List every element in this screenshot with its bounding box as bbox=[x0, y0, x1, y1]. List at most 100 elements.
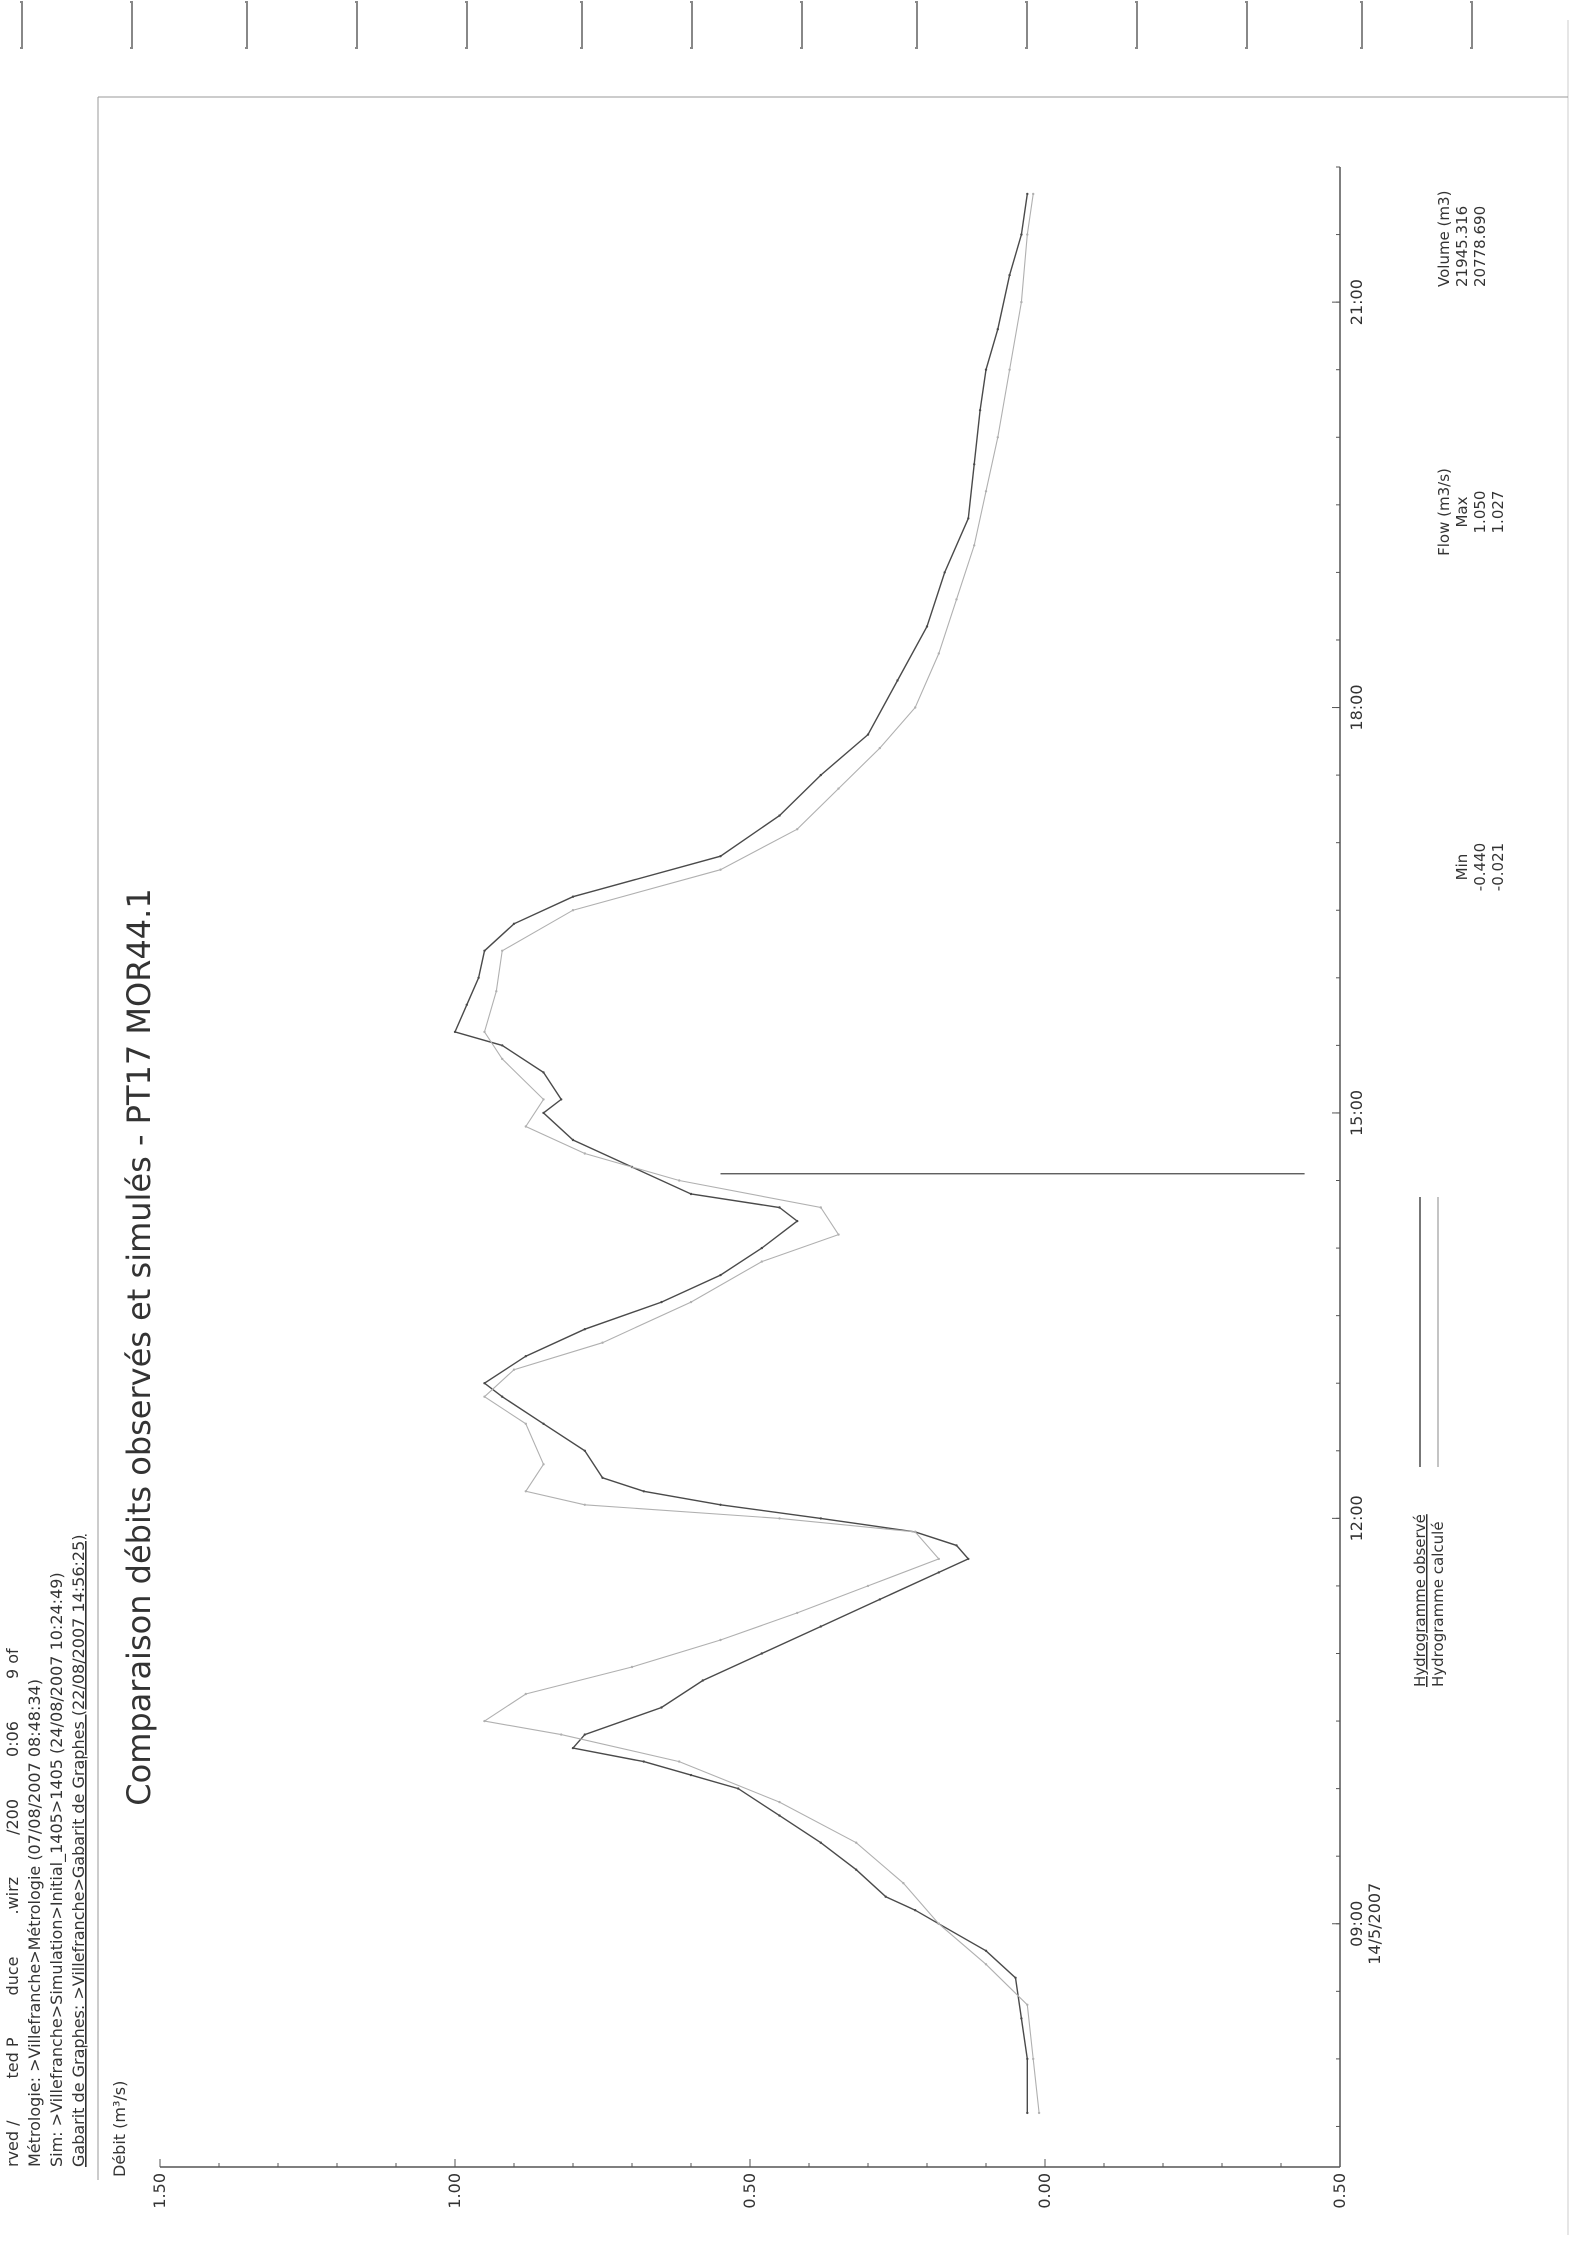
series-simulated-point bbox=[501, 949, 504, 952]
series-observed-point bbox=[601, 1476, 604, 1479]
series-observed-point bbox=[896, 679, 899, 682]
series-simulated-point bbox=[914, 706, 917, 709]
series-observed-point bbox=[778, 1814, 781, 1817]
series-simulated-line bbox=[483, 193, 1040, 2113]
y-tick-label: 0.00 bbox=[1035, 2173, 1054, 2209]
series-simulated-point bbox=[583, 1503, 586, 1506]
binder-mark bbox=[1245, 1, 1248, 49]
series-simulated-point bbox=[819, 1206, 822, 1209]
series-simulated-point bbox=[996, 436, 999, 439]
min-simulated: -0.021 bbox=[1489, 843, 1507, 891]
x-tick-label: 09:00 bbox=[1347, 1901, 1366, 1947]
series-simulated-point bbox=[796, 1611, 799, 1615]
header-line1-part: /200 bbox=[3, 1799, 22, 1835]
series-simulated-point bbox=[984, 490, 988, 493]
series-observed-point bbox=[884, 1895, 887, 1898]
header-line1-part: 9 of bbox=[3, 1648, 22, 1679]
series-simulated-point bbox=[955, 598, 958, 601]
series-observed-point bbox=[583, 1733, 586, 1736]
series-observed-point bbox=[719, 1503, 722, 1506]
series-simulated-point bbox=[524, 1490, 527, 1493]
series-observed-point bbox=[1026, 192, 1029, 196]
series-simulated-point bbox=[630, 1665, 634, 1669]
series-observed bbox=[453, 192, 1305, 2115]
series-observed-point bbox=[819, 1625, 822, 1628]
series-simulated-point bbox=[1026, 233, 1029, 236]
volume-observed: 21945.316 bbox=[1453, 206, 1471, 287]
series-simulated-point bbox=[778, 1517, 781, 1520]
series-simulated-point bbox=[1008, 368, 1011, 371]
max-header: Max bbox=[1453, 496, 1471, 527]
x-tick-label: 15:00 bbox=[1347, 1090, 1366, 1136]
max-simulated: 1.027 bbox=[1489, 491, 1507, 534]
series-simulated-point bbox=[495, 990, 498, 993]
series-observed-point bbox=[973, 463, 976, 466]
series-observed-point bbox=[719, 854, 722, 858]
series-simulated-point bbox=[583, 1152, 586, 1155]
legend: Hydrogramme observé Hydrogramme calculé … bbox=[1411, 191, 1507, 1687]
series-observed-point bbox=[866, 733, 870, 736]
series-simulated-point bbox=[973, 544, 976, 547]
series-observed-point bbox=[477, 976, 480, 979]
series-observed-point bbox=[778, 1206, 781, 1209]
header-line1-part: 0:06 bbox=[3, 1721, 22, 1757]
series-simulated-point bbox=[1032, 192, 1035, 196]
x-tick-label: 21:00 bbox=[1347, 279, 1366, 325]
legend-label-simulated: Hydrogramme calculé bbox=[1429, 1521, 1447, 1687]
series-observed-point bbox=[955, 1544, 958, 1547]
binder-mark bbox=[20, 1, 23, 49]
series-observed-point bbox=[760, 1652, 763, 1655]
binder-mark bbox=[355, 1, 358, 49]
series-observed-point bbox=[719, 1273, 722, 1277]
series-observed-point bbox=[1008, 273, 1011, 277]
series-simulated-point bbox=[778, 1800, 781, 1804]
binder-mark bbox=[1470, 1, 1473, 49]
y-tick-label: 0.50 bbox=[1330, 2173, 1349, 2209]
series-observed-point bbox=[778, 814, 781, 817]
series-observed-point bbox=[512, 922, 516, 925]
min-header: Min bbox=[1453, 854, 1471, 881]
series-simulated-point bbox=[1032, 2057, 1035, 2061]
series-observed-point bbox=[642, 1760, 645, 1763]
header-line1-part: .wirz bbox=[3, 1877, 22, 1915]
series-observed-point bbox=[819, 1517, 822, 1520]
series-simulated-point bbox=[796, 827, 799, 831]
series-simulated-point bbox=[483, 1719, 486, 1723]
x-tick-date: 14/5/2007 bbox=[1365, 1883, 1384, 1965]
series-simulated-point bbox=[937, 652, 940, 655]
series-simulated-point bbox=[483, 1395, 486, 1398]
x-tick-label: 12:00 bbox=[1347, 1495, 1366, 1541]
series-simulated-point bbox=[601, 1341, 604, 1344]
series-observed-point bbox=[483, 1382, 486, 1385]
binder-mark bbox=[1135, 1, 1138, 49]
max-observed: 1.050 bbox=[1471, 491, 1489, 534]
series-simulated-point bbox=[878, 746, 881, 750]
series-simulated-point bbox=[501, 1057, 504, 1061]
series-simulated-point bbox=[1026, 2003, 1029, 2006]
binder-mark bbox=[130, 1, 133, 49]
series-observed-point bbox=[984, 1949, 988, 1952]
series-observed-point bbox=[878, 1598, 881, 1601]
series-observed-point bbox=[571, 895, 575, 898]
chart-title: Comparaison débits observés et simulés -… bbox=[120, 888, 158, 1805]
series-observed-point bbox=[483, 949, 486, 952]
series-observed-point bbox=[689, 1192, 693, 1196]
header-line1-part: ted P bbox=[3, 2037, 22, 2078]
series-observed-point bbox=[914, 1909, 917, 1912]
series-simulated-point bbox=[1037, 2111, 1041, 2115]
series-observed-point bbox=[819, 1841, 822, 1844]
series-observed-point bbox=[660, 1300, 663, 1304]
series-observed-point bbox=[737, 1787, 740, 1790]
series-observed-point bbox=[501, 1044, 504, 1047]
series-observed-point bbox=[855, 1868, 858, 1871]
binder-marks bbox=[20, 1, 1473, 49]
series-observed-point bbox=[571, 1746, 575, 1750]
binder-mark bbox=[1025, 1, 1028, 49]
x-tick-label: 18:00 bbox=[1347, 684, 1366, 730]
series-simulated-point bbox=[719, 1638, 722, 1642]
series-observed-point bbox=[967, 517, 970, 520]
series-simulated-point bbox=[571, 908, 575, 912]
series-simulated-point bbox=[678, 1760, 681, 1763]
series-observed-point bbox=[465, 1003, 468, 1006]
series-observed-point bbox=[524, 1355, 527, 1358]
